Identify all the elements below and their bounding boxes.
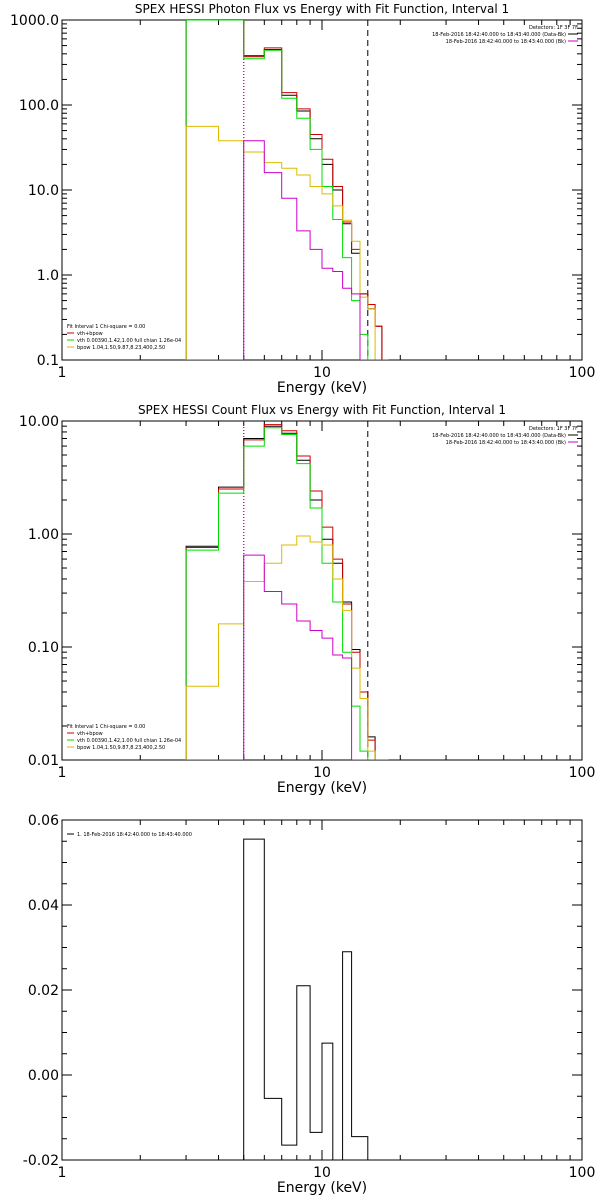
y-tick-label: 1000.0 — [10, 13, 59, 29]
series-line-bk — [186, 140, 389, 360]
x-tick-label: 10 — [313, 765, 331, 781]
header-text: 18-Feb-2016 18:42:40.000 to 18:43:40.000… — [432, 32, 566, 38]
legend-label: vth+bpow — [77, 731, 103, 737]
series-line-bpow — [185, 535, 389, 760]
y-tick-label: 0.1 — [37, 353, 59, 369]
x-tick-label: 100 — [569, 1165, 596, 1181]
y-tick-label: 0.02 — [28, 983, 59, 999]
legend-label: bpow 1.04,1.50,9.87,8.23,400,2.50 — [77, 345, 165, 351]
series-line-bk — [186, 554, 389, 760]
series-line-data-bk — [185, 425, 389, 760]
header-text: Detectors: 1F 3F 7F — [529, 25, 578, 31]
y-tick-label: 100.0 — [19, 98, 59, 114]
x-tick-label: 100 — [569, 765, 596, 781]
series-line-bpow — [185, 125, 389, 360]
y-tick-label: 0.01 — [28, 753, 59, 769]
y-tick-label: 1.0 — [37, 268, 59, 284]
header-text: 18-Feb-2016 18:42:40.000 to 18:43:40.000… — [446, 440, 566, 446]
legend-label: Fit Interval 1 Chi-square = 0.00 — [67, 324, 145, 330]
header-text: 18-Feb-2016 18:42:40.000 to 18:43:40.000… — [446, 39, 566, 45]
y-tick-label: -0.02 — [23, 1153, 59, 1169]
legend-label: vth 0.00390,1.42,1.00 full chian 1.26e-0… — [77, 738, 181, 744]
x-axis-label: Energy (keV) — [277, 1180, 367, 1196]
series-line-vth — [185, 20, 389, 360]
residual-panel: 1 10 100 Energy (keV) -0.02 0.00 0.02 0.04 0.06 1… — [23, 813, 596, 1196]
y-tick-label: 10.0 — [28, 183, 59, 199]
x-tick-label: 1 — [58, 765, 67, 781]
series-line-vth — [185, 427, 389, 760]
series-line-data-bk — [185, 20, 389, 360]
x-tick-label: 1 — [58, 365, 67, 381]
legend-label: vth+bpow — [77, 331, 103, 337]
x-axis-label: Energy (keV) — [277, 380, 367, 396]
y-tick-label: 1.00 — [28, 527, 59, 543]
y-tick-label: 0.10 — [28, 640, 59, 656]
chart-title: SPEX HESSI Photon Flux vs Energy with Fi… — [135, 2, 509, 16]
photon-flux-panel: SPEX HESSI Photon Flux vs Energy with Fi… — [10, 2, 595, 396]
y-tick-label: 10.00 — [19, 414, 59, 430]
series-line-1-18-feb-2016-18-42-40-000-to-18-43-40-000 — [243, 838, 369, 1160]
y-tick-label: 0.06 — [28, 813, 59, 829]
legend-label: vth 0.00390,1.42,1.00 full chian 1.26e-0… — [77, 338, 181, 344]
header-text: 18-Feb-2016 18:42:40.000 to 18:43:40.000… — [432, 433, 566, 439]
plot-frame — [61, 420, 583, 761]
y-tick-label: 0.04 — [28, 898, 59, 914]
x-tick-label: 100 — [569, 365, 596, 381]
x-tick-label: 10 — [313, 365, 331, 381]
x-axis-label: Energy (keV) — [277, 780, 367, 796]
y-tick-label: 0.00 — [28, 1068, 59, 1084]
count-flux-panel: SPEX HESSI Count Flux vs Energy with Fit… — [19, 403, 595, 796]
legend-label: Fit Interval 1 Chi-square = 0.00 — [67, 724, 145, 730]
series-line-vth-bpow — [185, 424, 389, 760]
series-line-vth-bpow — [185, 20, 389, 360]
header-text: Detectors: 1F 3F 7F — [529, 426, 578, 432]
chart-title: SPEX HESSI Count Flux vs Energy with Fit… — [138, 403, 506, 417]
x-tick-label: 1 — [58, 1165, 67, 1181]
legend-label: bpow 1.04,1.50,9.87,8.23,400,2.50 — [77, 745, 165, 751]
x-tick-label: 10 — [313, 1165, 331, 1181]
legend-label: 1. 18-Feb-2016 18:42:40.000 to 18:43:40.… — [77, 832, 192, 838]
